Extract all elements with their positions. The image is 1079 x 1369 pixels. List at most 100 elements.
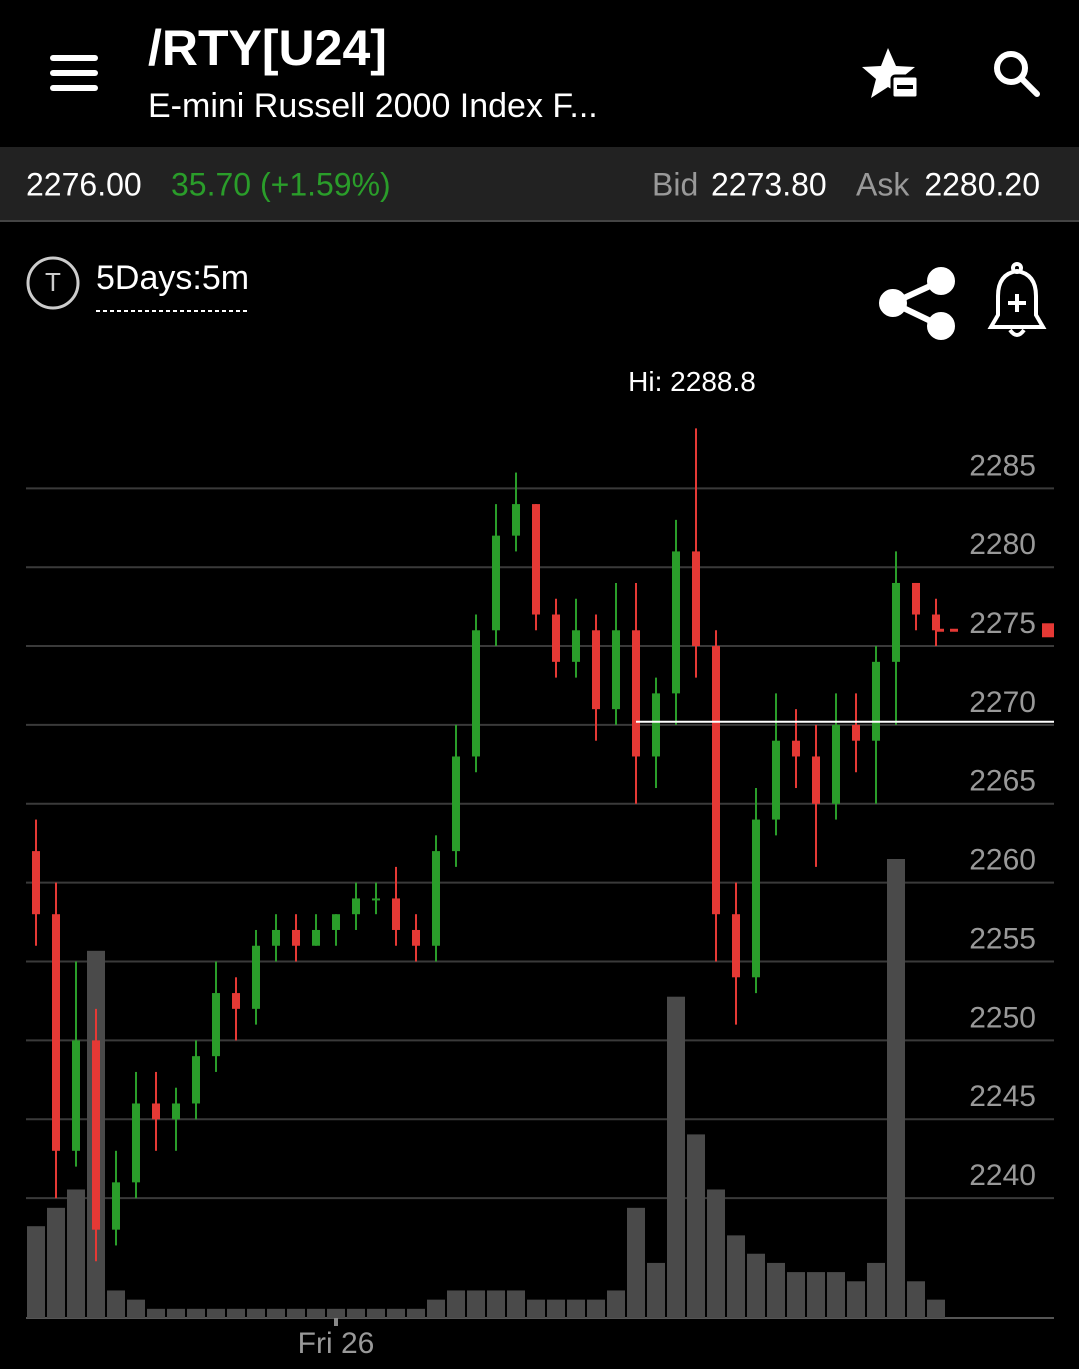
volume-bar xyxy=(627,1207,645,1318)
volume-bar xyxy=(767,1262,785,1318)
candle-body xyxy=(892,582,900,662)
y-tick-label: 2255 xyxy=(969,922,1036,955)
volume-bar xyxy=(67,1189,85,1318)
candle-body xyxy=(572,630,580,662)
candle-body xyxy=(212,993,220,1057)
volume-bar xyxy=(227,1308,245,1318)
watchlist-button[interactable] xyxy=(862,48,920,100)
bid-label: Bid xyxy=(652,166,698,202)
volume-bar xyxy=(907,1281,925,1318)
ask-price: 2280.20 xyxy=(924,166,1040,202)
volume-bar xyxy=(167,1308,185,1318)
candle-body xyxy=(452,756,460,852)
candle-body xyxy=(592,630,600,710)
volume-bar xyxy=(707,1189,725,1318)
volume-bar xyxy=(307,1308,325,1318)
last-price-marker xyxy=(1042,623,1054,638)
candle-body xyxy=(92,1040,100,1230)
y-tick-label: 2240 xyxy=(969,1159,1036,1192)
candle-body xyxy=(292,929,300,946)
volume-bar xyxy=(567,1299,585,1318)
volume-bar xyxy=(127,1299,145,1318)
candle-body xyxy=(272,929,280,946)
volume-bar xyxy=(107,1290,125,1318)
period-selector[interactable]: 5Days:5m xyxy=(96,259,249,297)
candle-body xyxy=(32,851,40,915)
candle-body xyxy=(732,914,740,978)
candle-body xyxy=(712,646,720,915)
volume-bar xyxy=(607,1290,625,1318)
last-price: 2276.00 xyxy=(26,166,142,202)
candle-body xyxy=(332,914,340,930)
candle-body xyxy=(312,929,320,946)
candle-body xyxy=(852,724,860,741)
volume-bar xyxy=(887,859,905,1318)
volume-bar xyxy=(327,1308,345,1318)
volume-bar xyxy=(587,1299,605,1318)
candle-body xyxy=(872,661,880,741)
candle-body xyxy=(132,1103,140,1183)
quote-bar xyxy=(0,147,1079,221)
volume-bar xyxy=(387,1308,405,1318)
volume-bar xyxy=(47,1207,65,1318)
candle-body xyxy=(432,851,440,946)
candle-body xyxy=(772,740,780,820)
volume-bar xyxy=(447,1290,465,1318)
candle-body xyxy=(152,1103,160,1120)
y-tick-label: 2280 xyxy=(969,528,1036,561)
candle-body xyxy=(632,630,640,757)
menu-button[interactable] xyxy=(50,55,98,91)
volume-bar xyxy=(187,1308,205,1318)
price-chart: 2240 2245 2250 2255 2260 2265 2270 2275 2280 2285… xyxy=(26,366,1054,1360)
candle-body xyxy=(812,756,820,804)
candle-body xyxy=(412,929,420,946)
volume-bar xyxy=(687,1134,705,1318)
candle-body xyxy=(372,898,380,901)
candle-body xyxy=(492,535,500,631)
chart-type-badge: T xyxy=(45,267,61,297)
candle-body xyxy=(612,630,620,710)
candle-body xyxy=(652,693,660,757)
candle-body xyxy=(352,898,360,915)
candle-body xyxy=(932,614,940,631)
share-button[interactable] xyxy=(879,267,955,340)
search-button[interactable] xyxy=(994,51,1040,97)
candle-body xyxy=(72,1040,80,1151)
volume-bar xyxy=(427,1299,445,1318)
candle-body xyxy=(392,898,400,930)
volume-bar xyxy=(247,1308,265,1318)
candle-body xyxy=(52,914,60,1151)
volume-bar xyxy=(727,1235,745,1318)
candle-body xyxy=(172,1103,180,1120)
y-tick-label: 2270 xyxy=(969,686,1036,719)
candle-body xyxy=(532,504,540,615)
volume-bar xyxy=(667,996,685,1318)
volume-bar xyxy=(807,1272,825,1318)
volume-bar xyxy=(527,1299,545,1318)
y-tick-label: 2275 xyxy=(969,607,1036,640)
volume-bar xyxy=(207,1308,225,1318)
candle-body xyxy=(752,819,760,978)
candle-body xyxy=(112,1182,120,1230)
volume-bar xyxy=(867,1262,885,1318)
candle-body xyxy=(472,630,480,757)
y-tick-label: 2260 xyxy=(969,844,1036,877)
volume-bar xyxy=(287,1308,305,1318)
candle-body xyxy=(552,614,560,662)
symbol-title: /RTY[U24] xyxy=(148,20,387,76)
volume-bar xyxy=(467,1290,485,1318)
volume-bar xyxy=(487,1290,505,1318)
candle-body xyxy=(832,724,840,804)
alert-button[interactable] xyxy=(987,262,1047,337)
symbol-subtitle: E-mini Russell 2000 Index F... xyxy=(148,87,598,125)
y-tick-label: 2245 xyxy=(969,1080,1036,1113)
candle-body xyxy=(252,945,260,1009)
candle-body xyxy=(912,582,920,615)
chart-type-button[interactable]: T xyxy=(26,256,80,310)
high-annotation: Hi: 2288.8 xyxy=(628,366,756,397)
y-tick-label: 2265 xyxy=(969,765,1036,798)
volume-bar xyxy=(847,1281,865,1318)
volume-bar xyxy=(267,1308,285,1318)
